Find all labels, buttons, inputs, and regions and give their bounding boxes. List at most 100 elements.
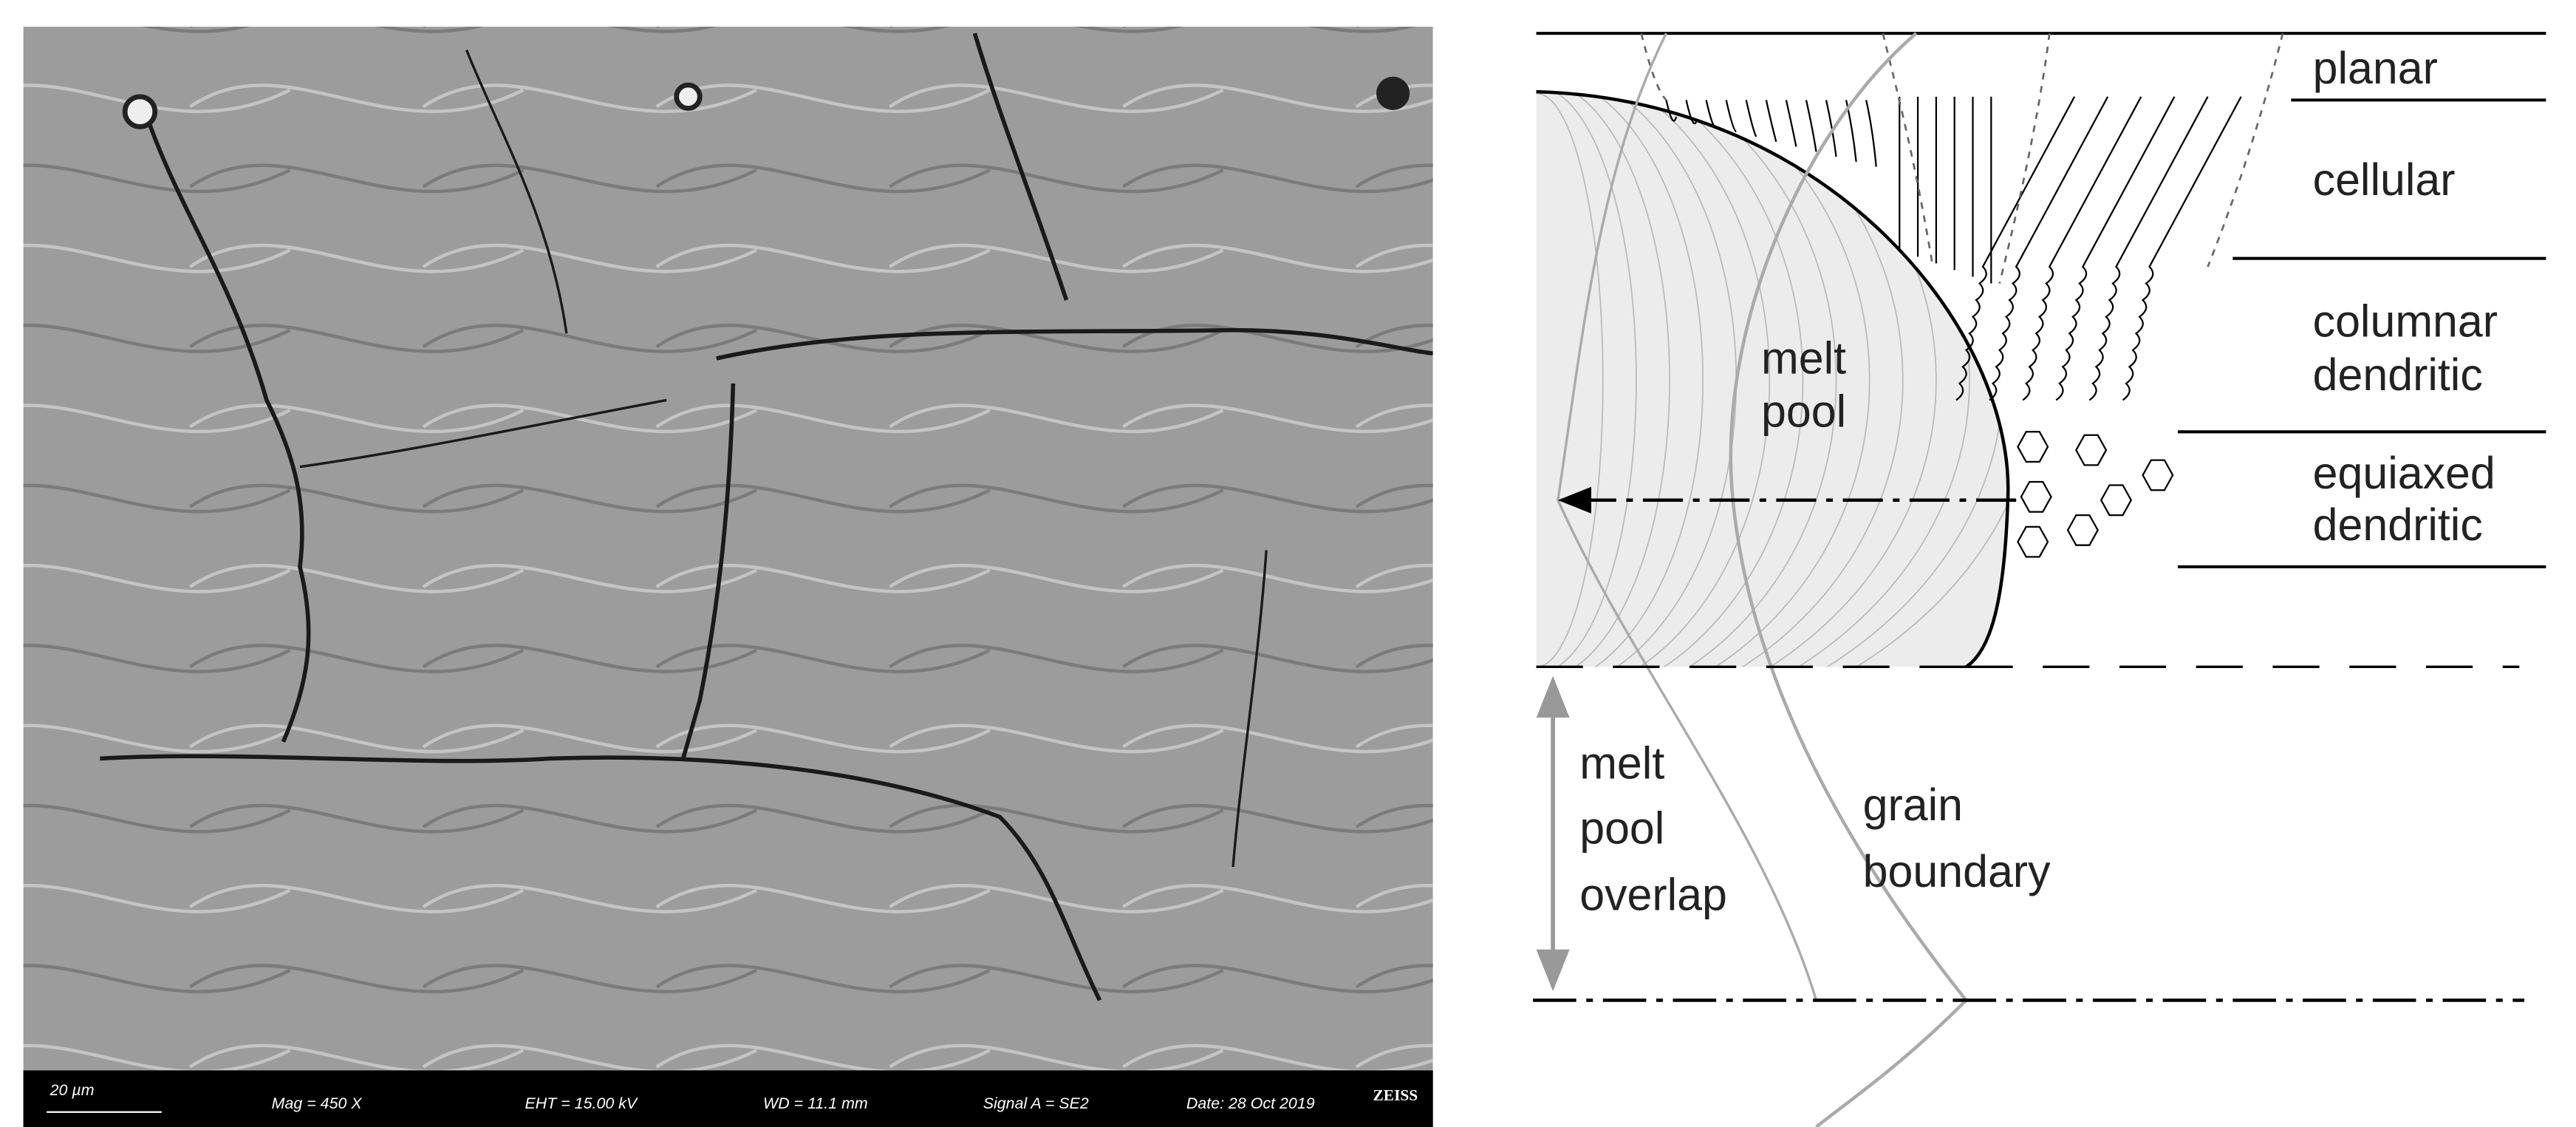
- texture: [188, 964, 525, 994]
- isotherm: [1536, 92, 1704, 667]
- texture: [422, 964, 758, 994]
- dendrite: [2088, 96, 2209, 401]
- texture: [889, 884, 1224, 913]
- zone-label: columnar: [2313, 296, 2498, 347]
- grain-boundary-label: boundary: [1863, 846, 2051, 896]
- dendrite: [2122, 96, 2242, 401]
- texture: [655, 884, 991, 913]
- texture: [655, 723, 991, 754]
- texture: [422, 884, 758, 913]
- cell: [1785, 100, 1797, 147]
- sem-info-bar: [23, 1070, 1433, 1127]
- texture: [1355, 324, 1433, 349]
- texture: [1121, 884, 1433, 913]
- texture: [188, 723, 525, 754]
- texture: [188, 483, 525, 514]
- texture: [889, 27, 1183, 33]
- signal: Signal A = SE2: [983, 1094, 1089, 1112]
- texture: [889, 803, 1224, 834]
- texture: [1355, 723, 1433, 749]
- texture: [889, 723, 1224, 754]
- dendrite: [1955, 96, 2076, 401]
- texture: [889, 163, 1224, 194]
- texture: [141, 27, 250, 33]
- texture: [422, 84, 758, 113]
- texture: [422, 483, 758, 514]
- texture: [190, 27, 484, 33]
- texture: [1355, 243, 1433, 268]
- texture: [1121, 964, 1433, 994]
- texture: [1355, 404, 1433, 429]
- cell: [1665, 100, 1678, 122]
- texture: [889, 1043, 1224, 1071]
- overlap-label: melt: [1579, 738, 1664, 789]
- isotherm: [1536, 92, 1837, 667]
- texture: [23, 404, 291, 434]
- texture: [422, 563, 758, 593]
- isotherm: [1536, 92, 1670, 667]
- texture: [656, 27, 950, 33]
- isotherm: [1536, 92, 1904, 667]
- diagram: planar cellular columnar dendritic equia…: [1533, 32, 2546, 1127]
- texture: [1355, 163, 1433, 188]
- texture: [23, 243, 291, 273]
- equiaxed-grain: [2142, 459, 2174, 491]
- zone-label: dendritic: [2313, 350, 2483, 400]
- texture: [889, 964, 1224, 994]
- texture: [23, 1043, 291, 1071]
- equiaxed-grain: [2100, 484, 2133, 517]
- texture: [1121, 243, 1433, 273]
- cell: [1865, 100, 1877, 167]
- texture: [23, 964, 291, 994]
- cell: [1745, 100, 1757, 137]
- texture: [188, 563, 525, 593]
- texture: [655, 163, 991, 194]
- texture: [23, 324, 291, 353]
- zone-label: cellular: [2313, 154, 2456, 205]
- isotherm: [1536, 92, 1604, 667]
- texture: [188, 803, 525, 834]
- melt-pool-label: melt: [1761, 333, 1846, 383]
- texture: [422, 803, 758, 834]
- texture: [1121, 84, 1433, 113]
- texture: [423, 27, 717, 33]
- texture: [1123, 27, 1417, 33]
- texture: [655, 483, 991, 514]
- dendrite: [2055, 96, 2176, 401]
- working-distance: WD = 11.1 mm: [763, 1094, 868, 1112]
- texture: [422, 644, 758, 673]
- sem-image: [23, 27, 1433, 1071]
- melt-pool-label: pool: [1761, 387, 1846, 437]
- isotherm: [1536, 92, 1970, 667]
- texture: [655, 803, 991, 834]
- texture: [1121, 563, 1433, 593]
- dendrite: [1989, 96, 2109, 401]
- texture: [422, 324, 758, 353]
- texture: [655, 243, 991, 273]
- texture: [889, 404, 1224, 434]
- texture: [422, 1043, 758, 1071]
- texture: [889, 483, 1224, 514]
- texture: [188, 324, 525, 353]
- zone-label: planar: [2313, 43, 2438, 93]
- texture: [1355, 884, 1433, 909]
- texture: [23, 803, 291, 834]
- texture: [188, 163, 525, 194]
- texture: [23, 163, 291, 194]
- texture: [655, 404, 991, 434]
- texture: [188, 404, 525, 434]
- texture: [23, 884, 291, 913]
- texture: [1355, 644, 1433, 669]
- dendrite: [2022, 96, 2142, 401]
- cell: [1705, 100, 1717, 129]
- equiaxed-grain: [2075, 434, 2108, 466]
- texture: [889, 563, 1224, 593]
- texture: [1121, 404, 1433, 434]
- texture: [1121, 483, 1433, 514]
- texture: [23, 483, 291, 514]
- cracks: [100, 33, 1433, 1001]
- texture: [655, 324, 991, 353]
- isotherm: [1536, 92, 1804, 667]
